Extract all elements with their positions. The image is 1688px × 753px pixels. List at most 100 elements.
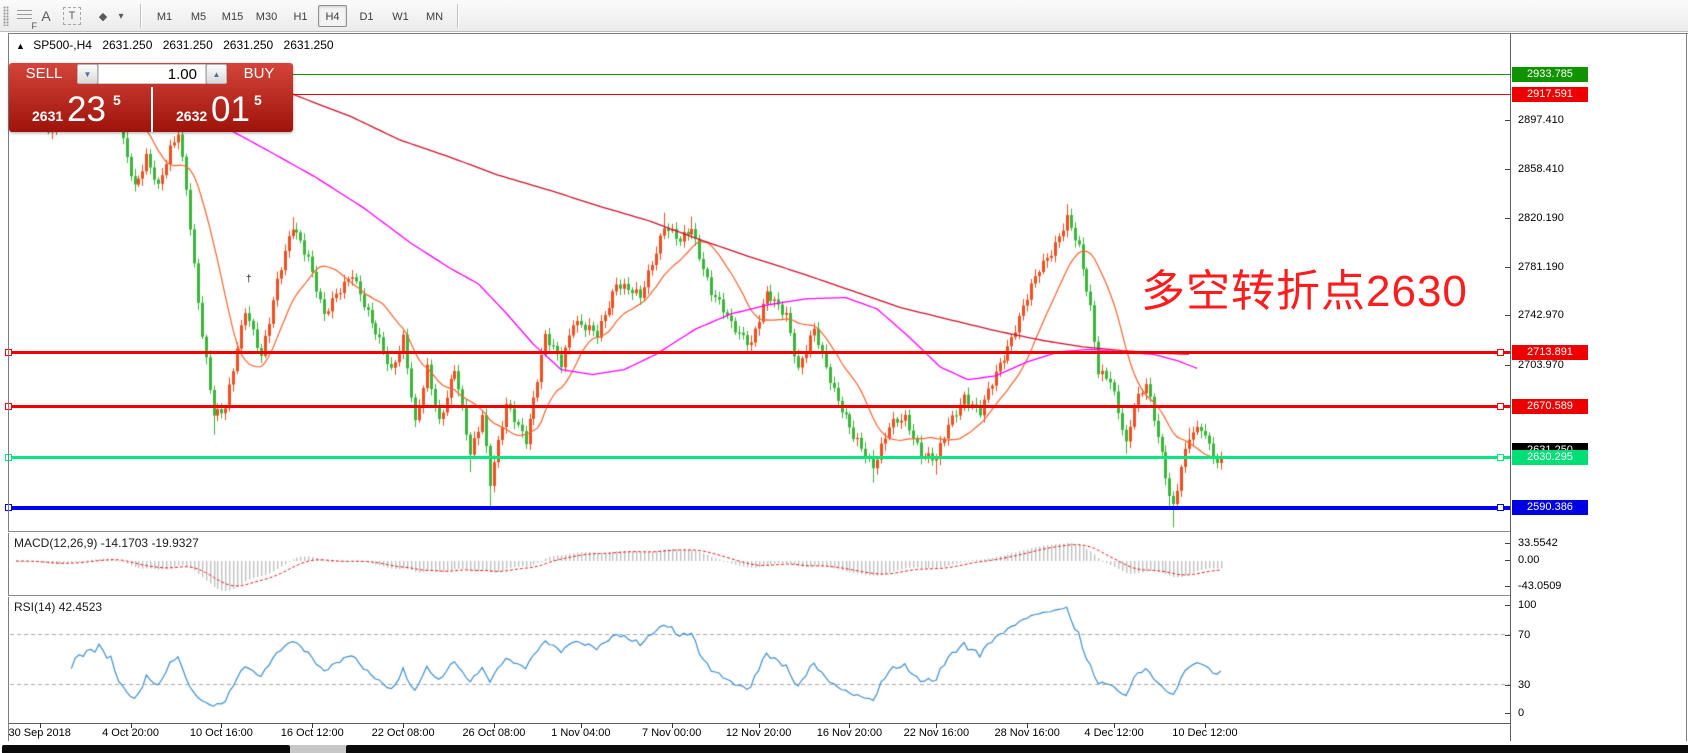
chart-annotation-text[interactable]: 多空转折点2630 xyxy=(1141,267,1468,316)
osc-tick-label: 0.00 xyxy=(1518,554,1540,566)
osc-tick-mark xyxy=(1505,543,1510,544)
timeframe-button-m1[interactable]: M1 xyxy=(156,11,173,23)
price-tick-mark xyxy=(1505,315,1510,317)
price-tick-label: 2897.410 xyxy=(1518,114,1564,127)
bottom-bar-segment xyxy=(2,745,290,753)
time-tick-mark xyxy=(403,723,405,728)
price-badge-2933.785: 2933.785 xyxy=(1512,66,1588,82)
osc-tick-mark xyxy=(1505,635,1510,636)
price-tick-label: 2820.190 xyxy=(1518,211,1564,224)
arrows-dropdown-caret[interactable]: ▾ xyxy=(118,10,124,22)
toolbar: F A T ◆ ▾ M1 M5 M15 M30 H1 H4 D1 W1 MN xyxy=(0,0,1688,32)
window-border-top xyxy=(8,33,1688,34)
price-badge-2917.591: 2917.591 xyxy=(1512,87,1588,103)
quote-open: 2631.250 xyxy=(102,38,153,52)
timeframe-button-m15[interactable]: M15 xyxy=(221,11,244,23)
time-tick-label: 22 Nov 16:00 xyxy=(903,727,970,739)
macd-panel-divider[interactable] xyxy=(8,531,1510,533)
time-tick-label: 4 Oct 20:00 xyxy=(102,727,159,739)
volume-input[interactable] xyxy=(98,64,206,84)
horizontal-line-2917.591[interactable] xyxy=(10,94,1510,96)
volume-decrease-button[interactable]: ▼ xyxy=(77,64,98,84)
buy-price-big: 01 xyxy=(211,90,250,129)
arrows-icon[interactable]: ◆ xyxy=(98,10,108,23)
sell-price-display[interactable]: 2631 23 5 xyxy=(9,85,151,132)
macd-value-main: -14.1703 xyxy=(100,536,149,550)
buy-price-display[interactable]: 2632 01 5 xyxy=(154,85,293,132)
horizontal-line-2670.589[interactable] xyxy=(10,405,1510,409)
timeframe-button-h1[interactable]: H1 xyxy=(293,11,308,23)
bottom-bar-segment xyxy=(346,745,1688,753)
line-handle-right[interactable] xyxy=(1497,403,1504,411)
price-tick-label: 2742.970 xyxy=(1518,309,1564,322)
time-tick-mark xyxy=(221,723,223,728)
osc-tick-mark xyxy=(1505,560,1510,561)
price-badge-2713.891: 2713.891 xyxy=(1512,344,1588,360)
time-tick-mark xyxy=(849,723,851,728)
time-tick-label: 28 Nov 16:00 xyxy=(994,727,1060,739)
price-badge-2630.295: 2630.295 xyxy=(1512,450,1588,466)
horizontal-line-2933.785[interactable] xyxy=(10,73,1510,75)
price-axis-line xyxy=(1510,34,1511,741)
price-badge-2670.589: 2670.589 xyxy=(1512,399,1588,415)
line-handle-right[interactable] xyxy=(1497,504,1504,512)
collapse-triangle-icon[interactable]: ▲ xyxy=(16,41,25,51)
time-tick-label: 7 Nov 00:00 xyxy=(642,727,702,739)
timeframe-button-h4[interactable]: H4 xyxy=(318,5,347,27)
osc-tick-label: 30 xyxy=(1518,679,1531,691)
timeframe-button-m30[interactable]: M30 xyxy=(255,11,278,23)
quote-low: 2631.250 xyxy=(223,38,274,52)
time-tick-mark xyxy=(1114,723,1116,728)
rsi-panel-divider[interactable] xyxy=(8,595,1510,597)
text-label-icon[interactable]: T xyxy=(61,5,83,27)
symbol-header: ▲ SP500-,H4 2631.250 2631.250 2631.250 2… xyxy=(16,38,341,52)
horizontal-line-2713.891[interactable] xyxy=(10,350,1510,354)
time-tick-label: 16 Oct 12:00 xyxy=(280,727,344,739)
time-tick-label: 22 Oct 08:00 xyxy=(371,727,435,739)
price-tick-mark xyxy=(1505,266,1510,268)
osc-tick-mark xyxy=(1505,586,1510,587)
toolbar-grip[interactable] xyxy=(3,6,9,26)
osc-tick-mark xyxy=(1505,713,1510,714)
text-icon[interactable]: A xyxy=(41,8,51,24)
line-handle-right[interactable] xyxy=(1497,454,1504,462)
price-tick-mark xyxy=(1505,120,1510,122)
time-tick-label: 12 Nov 20:00 xyxy=(725,727,792,739)
horizontal-line-2590.386[interactable] xyxy=(10,505,1510,510)
time-tick-label: 1 Nov 04:00 xyxy=(551,727,611,739)
buy-price-sup: 5 xyxy=(254,92,262,108)
time-tick-label: 26 Oct 08:00 xyxy=(462,727,526,739)
sell-price-big: 23 xyxy=(67,90,106,129)
sell-price-small: 2631 xyxy=(32,108,64,124)
object-marker: † xyxy=(246,274,252,285)
time-tick-mark xyxy=(936,723,938,728)
window-border-right xyxy=(1686,33,1687,741)
line-handle-right[interactable] xyxy=(1497,348,1504,356)
timeframe-button-w1[interactable]: W1 xyxy=(392,11,409,23)
window-border-left xyxy=(8,33,9,741)
osc-tick-label: 100 xyxy=(1518,599,1537,611)
timeframe-button-mn[interactable]: MN xyxy=(425,11,444,23)
bottom-bar-gap xyxy=(290,745,346,753)
buy-price-small: 2632 xyxy=(176,108,208,124)
buy-button[interactable]: BUY xyxy=(243,65,275,82)
rsi-label: RSI(14) 42.4523 xyxy=(14,600,103,614)
price-box-divider xyxy=(151,87,153,132)
volume-increase-button[interactable]: ▲ xyxy=(206,64,227,84)
price-tick-label: 2858.410 xyxy=(1518,163,1564,176)
price-tick-mark xyxy=(1505,364,1510,366)
horizontal-line-2630.295[interactable] xyxy=(10,456,1510,460)
time-tick-label: 4 Dec 12:00 xyxy=(1084,727,1144,739)
time-tick-label: 16 Nov 20:00 xyxy=(816,727,883,739)
rsi-value: 42.4523 xyxy=(58,600,103,614)
osc-tick-label: 0 xyxy=(1518,707,1525,719)
time-tick-mark xyxy=(1027,723,1029,728)
timeframe-button-d1[interactable]: D1 xyxy=(359,11,374,23)
sell-button[interactable]: SELL xyxy=(25,65,63,82)
osc-tick-label: 70 xyxy=(1518,629,1531,641)
time-tick-mark xyxy=(39,723,41,728)
timeframe-button-m5[interactable]: M5 xyxy=(190,11,207,23)
fibonacci-icon[interactable]: F xyxy=(13,5,37,31)
toolbar-separator xyxy=(140,4,141,28)
